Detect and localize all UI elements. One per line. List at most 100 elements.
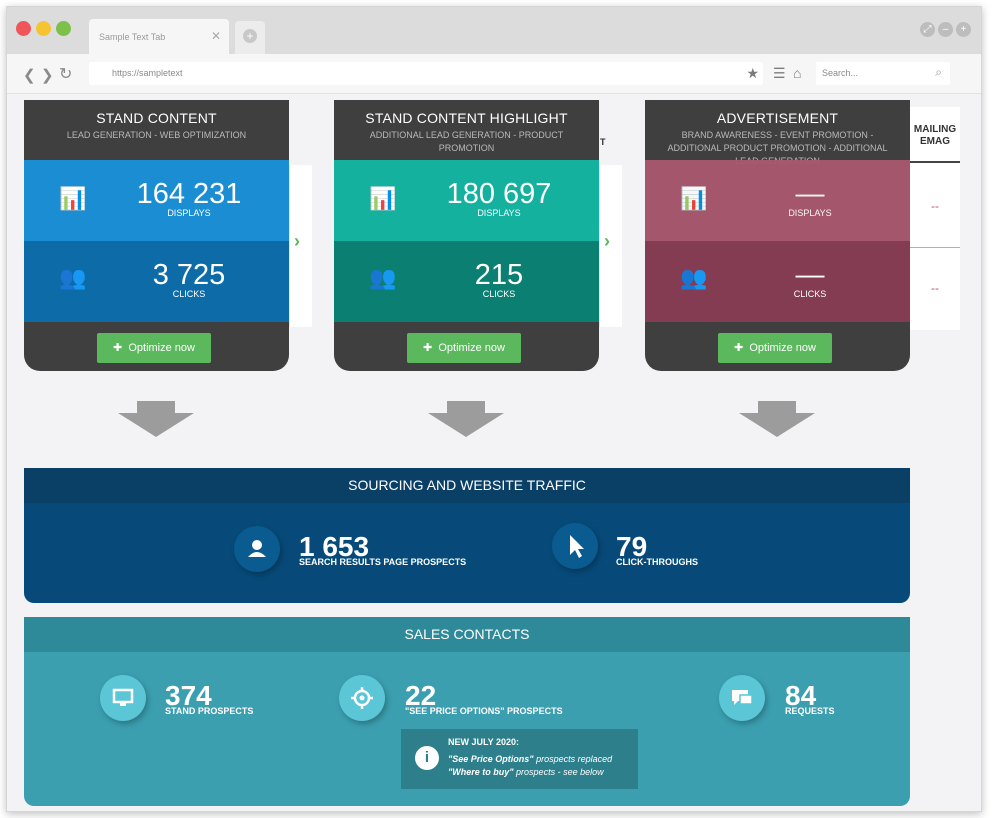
monitor-icon <box>100 675 146 721</box>
card-advertisement: ADVERTISEMENT BRAND AWARENESS - EVENT PR… <box>645 100 910 371</box>
restore-icon[interactable]: ⤢ <box>920 22 935 37</box>
traffic-title: SOURCING AND WEBSITE TRAFFIC <box>24 468 910 503</box>
requests-value: 84 <box>785 680 817 711</box>
search-prospects-value: 1 653 <box>299 531 370 562</box>
displays-label: DISPLAYS <box>788 208 832 218</box>
clicks-value: 215 <box>474 259 524 291</box>
click-throughs-value: 79 <box>616 531 648 562</box>
hidden-column-head: T <box>600 137 606 147</box>
user-icon <box>234 526 280 572</box>
add-icon[interactable]: + <box>956 22 971 37</box>
reload-icon[interactable]: ↻ <box>59 66 73 83</box>
chevron-right-icon[interactable]: › <box>604 231 610 251</box>
notice-em-2: "Where to buy" <box>448 767 514 777</box>
displays-band: 📊 164 231 DISPLAYS <box>24 160 289 241</box>
search-icon[interactable]: ⌕ <box>935 65 942 79</box>
click-throughs-label: CLICK-THROUGHS <box>616 557 698 567</box>
sourcing-traffic-panel: SOURCING AND WEBSITE TRAFFIC 1 653 SEARC… <box>24 468 910 603</box>
optimize-label: Optimize now <box>128 342 195 354</box>
clicks-label: CLICKS <box>482 289 516 299</box>
clicks-value: — <box>795 259 825 291</box>
notice-line-2: "Where to buy" prospects - see below <box>448 767 604 777</box>
optimize-label: Optimize now <box>749 342 816 354</box>
users-icon: 👥 <box>369 265 397 290</box>
clicks-band: 👥 215 CLICKS <box>334 241 599 322</box>
card-header: STAND CONTENT LEAD GENERATION - WEB OPTI… <box>24 100 289 160</box>
sales-contacts-panel: SALES CONTACTS 374 STAND PROSPECTS 22 "S… <box>24 617 910 806</box>
card-title: STAND CONTENT <box>96 110 217 126</box>
back-icon[interactable]: ❮ <box>23 67 36 84</box>
card-subtitle: LEAD GENERATION - WEB OPTIMIZATION <box>66 130 247 140</box>
notice-rest-1: prospects replaced <box>533 754 613 764</box>
users-icon: 👥 <box>680 265 708 290</box>
title-bar: Sample Text Tab ✕ + ⤢ – + <box>7 7 981 54</box>
mailing-emag-column: MAILING EMAG -- -- <box>910 107 960 330</box>
menu-icon[interactable]: ☰ <box>773 65 786 81</box>
clicks-band: 👥 3 725 CLICKS <box>24 241 289 322</box>
notice-rest-2: prospects - see below <box>513 767 604 777</box>
price-options-label: "SEE PRICE OPTIONS" PROSPECTS <box>405 706 563 716</box>
card-subtitle: ADDITIONAL LEAD GENERATION - PRODUCT PRO… <box>369 130 564 153</box>
browser-tab[interactable]: Sample Text Tab ✕ <box>89 19 229 54</box>
browser-toolbar: ❮ ❯ ↻ https://sampletext ★ ☰ ⌂ Search...… <box>7 54 981 94</box>
search-field[interactable]: Search... ⌕ <box>816 62 950 85</box>
info-notice: i NEW JULY 2020: "See Price Options" pro… <box>401 729 638 789</box>
peek-head-line1: MAILING <box>913 124 957 135</box>
down-arrow-icon <box>739 401 815 437</box>
optimize-now-button[interactable]: ✚ Optimize now <box>97 333 211 363</box>
bar-chart-icon: 📊 <box>680 186 708 211</box>
price-options-value: 22 <box>405 680 437 711</box>
carousel-panel-2: T › <box>599 137 622 327</box>
displays-value: 164 231 <box>136 178 242 210</box>
stand-prospects-label: STAND PROSPECTS <box>165 706 254 716</box>
optimize-now-button[interactable]: ✚ Optimize now <box>718 333 832 363</box>
mailing-clicks-value: -- <box>931 281 939 295</box>
plus-icon: ✚ <box>734 342 744 354</box>
target-icon <box>339 675 385 721</box>
displays-band: 📊 180 697 DISPLAYS <box>334 160 599 241</box>
clicks-band: 👥 — CLICKS <box>645 241 910 322</box>
plus-icon: ✚ <box>113 342 123 354</box>
minimize-window-dot[interactable] <box>36 21 51 36</box>
clicks-value: 3 725 <box>152 259 226 291</box>
stand-prospects-value: 374 <box>165 680 212 711</box>
chat-icon <box>719 675 765 721</box>
notice-em-1: "See Price Options" <box>448 754 534 764</box>
card-title: STAND CONTENT HIGHLIGHT <box>365 110 568 126</box>
displays-label: DISPLAYS <box>167 208 211 218</box>
tab-title: Sample Text Tab <box>99 32 166 42</box>
home-icon[interactable]: ⌂ <box>793 65 802 81</box>
cursor-icon <box>552 523 598 569</box>
address-bar[interactable]: https://sampletext ★ <box>89 62 763 85</box>
new-tab-button[interactable]: + <box>235 21 265 54</box>
card-header: ADVERTISEMENT BRAND AWARENESS - EVENT PR… <box>645 100 910 166</box>
chevron-right-icon[interactable]: › <box>294 231 300 251</box>
page-content: › T › MAILING EMAG -- -- STAND CONTENT L… <box>7 95 981 811</box>
displays-value: 180 697 <box>446 178 552 210</box>
peek-divider <box>910 247 960 248</box>
displays-value: — <box>795 178 825 210</box>
peek-head-line2: EMAG <box>920 136 950 147</box>
bookmark-star-icon[interactable]: ★ <box>746 65 759 81</box>
close-window-dot[interactable] <box>16 21 31 36</box>
optimize-now-button[interactable]: ✚ Optimize now <box>407 333 521 363</box>
notice-line-1: "See Price Options" prospects replaced <box>448 754 612 764</box>
card-header: STAND CONTENT HIGHLIGHT ADDITIONAL LEAD … <box>334 100 599 160</box>
tab-close-icon[interactable]: ✕ <box>210 29 221 43</box>
bar-chart-icon: 📊 <box>369 186 397 211</box>
clicks-label: CLICKS <box>172 289 206 299</box>
card-title: ADVERTISEMENT <box>716 110 839 126</box>
carousel-panel-1: › <box>289 165 312 327</box>
forward-icon[interactable]: ❯ <box>41 67 54 84</box>
notice-title: NEW JULY 2020: <box>448 737 520 747</box>
search-prospects-label: SEARCH RESULTS PAGE PROSPECTS <box>299 557 467 567</box>
minimize-icon[interactable]: – <box>938 22 953 37</box>
maximize-window-dot[interactable] <box>56 21 71 36</box>
optimize-label: Optimize now <box>438 342 505 354</box>
search-placeholder: Search... <box>822 68 859 78</box>
displays-band: 📊 — DISPLAYS <box>645 160 910 241</box>
card-stand-content-highlight: STAND CONTENT HIGHLIGHT ADDITIONAL LEAD … <box>334 100 599 371</box>
down-arrow-icon <box>118 401 194 437</box>
card-stand-content: STAND CONTENT LEAD GENERATION - WEB OPTI… <box>24 100 289 371</box>
plus-icon: ✚ <box>423 342 433 354</box>
